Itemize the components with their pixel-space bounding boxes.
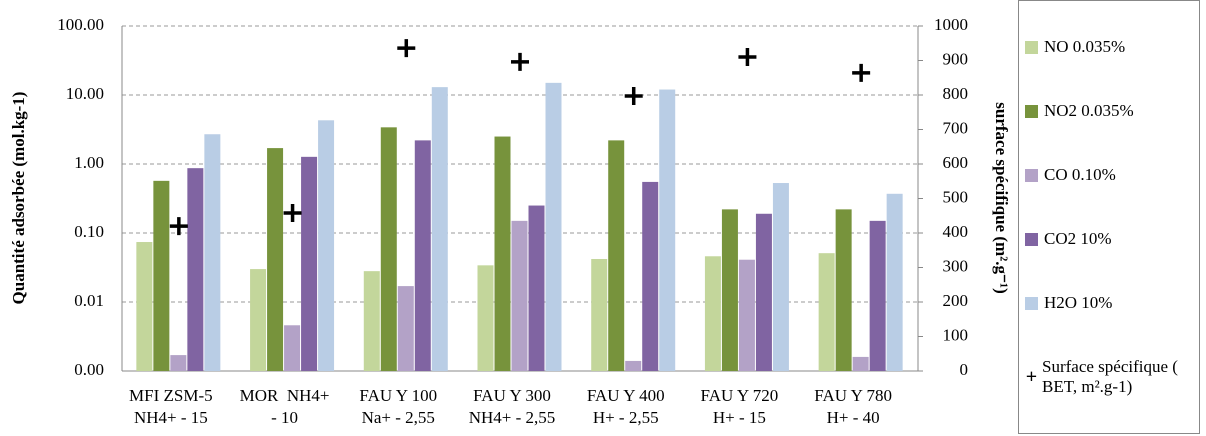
- y-tick-label: 0.00: [74, 360, 104, 379]
- legend-item: CO2 10%: [1025, 229, 1193, 249]
- chart: Quantité adsorbée (mol.kg-1) surface spé…: [9, 15, 1011, 427]
- y2-tick-label: 400: [943, 222, 969, 241]
- bar: [414, 140, 431, 371]
- bar: [380, 127, 397, 371]
- x-tick-label: H+ - 40: [827, 408, 880, 427]
- y2-tick-label: 800: [943, 84, 969, 103]
- legend-label: NO 0.035%: [1044, 37, 1126, 56]
- x-tick-label: H+ - 15: [713, 408, 766, 427]
- legend-swatch: [1025, 104, 1038, 118]
- bar: [153, 180, 170, 371]
- y-tick-label: 10.00: [66, 84, 104, 103]
- y-axis-title: Quantité adsorbée (mol.kg-1): [9, 92, 28, 305]
- y2-tick-label: 600: [943, 153, 969, 172]
- bar: [301, 156, 318, 371]
- y2-tick-label: 100: [943, 325, 969, 344]
- x-tick-label: MFI ZSM-5: [129, 386, 213, 405]
- bar: [591, 258, 608, 371]
- bar: [869, 220, 886, 371]
- bar: [397, 286, 414, 371]
- marker: [283, 203, 302, 222]
- bar: [431, 87, 448, 371]
- y-tick-label: 1.00: [74, 153, 104, 172]
- legend-item: NO 0.035%: [1025, 37, 1193, 57]
- bar: [818, 253, 835, 371]
- bar: [187, 168, 204, 371]
- bar: [170, 355, 187, 371]
- x-tick-label: FAU Y 300: [473, 386, 551, 405]
- legend-item: NO2 0.035%: [1025, 101, 1193, 121]
- bar: [318, 120, 335, 371]
- legend-label: CO2 10%: [1044, 229, 1112, 248]
- bar: [494, 136, 511, 371]
- bar: [721, 209, 738, 371]
- bar: [835, 209, 852, 371]
- y-tick-label: 0.01: [74, 291, 104, 310]
- y2-tick-label: 0: [960, 360, 969, 379]
- bar: [738, 259, 755, 371]
- x-tick-label: - 10: [271, 408, 298, 427]
- bar: [136, 242, 153, 371]
- legend-label: H2O 10%: [1044, 293, 1113, 312]
- x-tick-label: MOR NH4+: [240, 386, 330, 405]
- bar: [204, 134, 221, 371]
- bar: [528, 205, 545, 371]
- bar: [704, 256, 721, 371]
- bar: [608, 140, 625, 371]
- bar: [511, 220, 528, 371]
- marker: [169, 217, 188, 236]
- legend-swatch: [1025, 168, 1038, 182]
- marker: [397, 39, 416, 58]
- x-tick-label: Na+ - 2,55: [362, 408, 435, 427]
- x-tick-label: NH4+ - 15: [134, 408, 208, 427]
- y2-tick-label: 300: [943, 256, 969, 275]
- y2-tick-label: 1000: [934, 15, 968, 34]
- marker: [511, 52, 529, 71]
- bar: [363, 271, 380, 371]
- legend-item: CO 0.10%: [1025, 165, 1193, 185]
- legend-label: CO 0.10%: [1044, 165, 1116, 184]
- bar: [772, 183, 789, 371]
- x-tick-label: NH4+ - 2,55: [469, 408, 556, 427]
- y-tick-label: 0.10: [74, 222, 104, 241]
- y2-tick-label: 900: [943, 49, 969, 68]
- legend-item: + Surface spécifique ( BET, m².g-1): [1025, 357, 1193, 397]
- x-tick-label: FAU Y 400: [587, 386, 665, 405]
- y2-tick-label: 500: [943, 187, 969, 206]
- legend: NO 0.035% NO2 0.035% CO 0.10% CO2 10% H2O 10…: [1018, 0, 1200, 434]
- x-tick-label: H+ - 2,55: [593, 408, 659, 427]
- marker: [852, 63, 871, 82]
- legend-swatch: [1025, 40, 1038, 54]
- bar: [250, 269, 267, 371]
- bar: [755, 213, 772, 371]
- x-tick-label: FAU Y 720: [701, 386, 779, 405]
- bar: [642, 181, 659, 371]
- bar: [625, 360, 642, 371]
- legend-label: Surface spécifique ( BET, m².g-1): [1042, 357, 1178, 396]
- legend-swatch: [1025, 296, 1038, 310]
- bar: [659, 89, 676, 371]
- marker: [624, 87, 643, 106]
- y2-tick-label: 200: [943, 291, 969, 310]
- bar: [477, 265, 494, 371]
- bar: [886, 193, 903, 371]
- y2-axis-title: surface spécifique (m².g⁻¹): [992, 102, 1011, 294]
- bar: [545, 82, 562, 371]
- legend-swatch: +: [1025, 365, 1038, 388]
- y2-tick-label: 700: [943, 118, 969, 137]
- bar: [852, 356, 869, 371]
- bar: [267, 148, 284, 371]
- legend-item: H2O 10%: [1025, 293, 1193, 313]
- x-tick-label: FAU Y 100: [359, 386, 437, 405]
- legend-label: NO2 0.035%: [1044, 101, 1134, 120]
- bar: [284, 325, 301, 371]
- marker: [738, 48, 757, 67]
- legend-swatch: [1025, 232, 1038, 246]
- x-tick-label: FAU Y 780: [814, 386, 892, 405]
- y-tick-label: 100.00: [57, 15, 104, 34]
